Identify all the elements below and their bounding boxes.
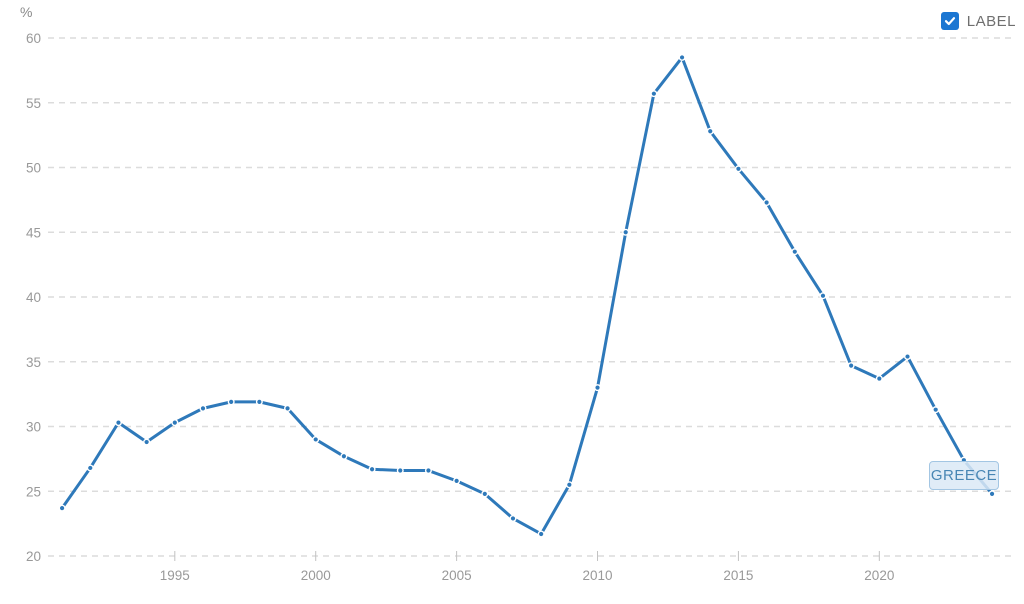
data-point[interactable]	[171, 419, 179, 427]
label-checkbox[interactable]	[940, 12, 959, 30]
data-point[interactable]	[650, 90, 658, 98]
y-tick-label: 20	[26, 549, 41, 564]
data-point[interactable]	[594, 384, 602, 392]
data-point[interactable]	[143, 438, 151, 446]
y-tick-label: 45	[26, 225, 41, 240]
x-tick-label: 2000	[301, 568, 331, 583]
series-line[interactable]	[60, 55, 994, 536]
series-country-label: GREECE	[929, 461, 999, 490]
check-icon	[944, 15, 956, 27]
y-tick-label: 40	[26, 290, 41, 305]
y-tick-label: 55	[26, 96, 41, 111]
y-tick-label: 50	[26, 161, 41, 176]
data-point[interactable]	[86, 464, 94, 472]
data-point[interactable]	[678, 53, 686, 61]
x-tick-label: 2005	[442, 568, 472, 583]
data-point[interactable]	[424, 467, 432, 475]
data-point[interactable]	[904, 353, 912, 361]
data-point[interactable]	[565, 481, 573, 489]
data-point[interactable]	[875, 375, 883, 383]
x-tick-label: 2010	[582, 568, 612, 583]
data-point[interactable]	[932, 406, 940, 414]
data-point[interactable]	[819, 292, 827, 300]
y-tick-label: 60	[26, 31, 41, 46]
data-point[interactable]	[622, 228, 630, 236]
data-point[interactable]	[453, 477, 461, 485]
data-point[interactable]	[340, 452, 348, 460]
data-point[interactable]	[791, 248, 799, 256]
data-point[interactable]	[114, 419, 122, 427]
data-point[interactable]	[481, 490, 489, 498]
label-toggle[interactable]: LABEL	[940, 12, 1016, 30]
data-point[interactable]	[509, 514, 517, 522]
data-point[interactable]	[988, 490, 996, 498]
data-point[interactable]	[706, 127, 714, 135]
data-point[interactable]	[537, 530, 545, 538]
x-tick-label: 2015	[723, 568, 753, 583]
data-point[interactable]	[312, 435, 320, 443]
data-point[interactable]	[368, 465, 376, 473]
data-point[interactable]	[227, 398, 235, 406]
data-point[interactable]	[847, 362, 855, 370]
x-tick-label: 1995	[160, 568, 190, 583]
y-tick-label: 30	[26, 420, 41, 435]
x-tick-label: 2020	[864, 568, 894, 583]
y-axis-unit-label: %	[20, 4, 33, 20]
data-point[interactable]	[284, 404, 292, 412]
legend-label[interactable]: LABEL	[966, 12, 1016, 30]
data-point[interactable]	[199, 404, 207, 412]
data-point[interactable]	[396, 467, 404, 475]
data-point[interactable]	[58, 504, 66, 512]
data-point[interactable]	[734, 165, 742, 173]
data-point[interactable]	[255, 398, 263, 406]
y-tick-label: 25	[26, 484, 41, 499]
data-point[interactable]	[763, 198, 771, 206]
y-tick-label: 35	[26, 355, 41, 370]
